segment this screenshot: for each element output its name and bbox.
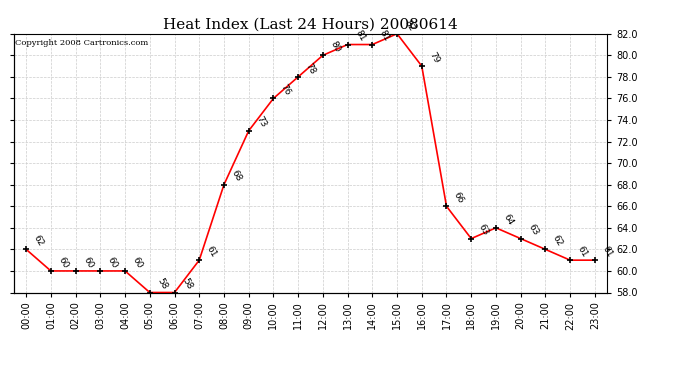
Text: 82: 82 [402, 18, 416, 32]
Text: 60: 60 [106, 255, 119, 270]
Text: 73: 73 [254, 115, 268, 129]
Text: 58: 58 [155, 277, 169, 291]
Text: 66: 66 [452, 190, 466, 205]
Text: 76: 76 [279, 82, 293, 97]
Text: Copyright 2008 Cartronics.com: Copyright 2008 Cartronics.com [15, 39, 148, 47]
Text: 64: 64 [502, 212, 515, 226]
Text: 61: 61 [205, 244, 218, 259]
Text: 58: 58 [180, 277, 194, 291]
Text: 78: 78 [304, 61, 317, 75]
Text: 80: 80 [328, 39, 342, 54]
Text: 81: 81 [378, 28, 391, 43]
Text: 60: 60 [81, 255, 95, 270]
Title: Heat Index (Last 24 Hours) 20080614: Heat Index (Last 24 Hours) 20080614 [163, 17, 458, 31]
Text: 60: 60 [130, 255, 144, 270]
Text: 63: 63 [526, 223, 540, 237]
Text: 62: 62 [551, 234, 564, 248]
Text: 61: 61 [575, 244, 589, 259]
Text: 63: 63 [477, 223, 491, 237]
Text: 62: 62 [32, 234, 46, 248]
Text: 61: 61 [600, 244, 614, 259]
Text: 60: 60 [57, 255, 70, 270]
Text: 68: 68 [230, 169, 243, 183]
Text: 79: 79 [427, 50, 441, 65]
Text: 81: 81 [353, 28, 366, 43]
